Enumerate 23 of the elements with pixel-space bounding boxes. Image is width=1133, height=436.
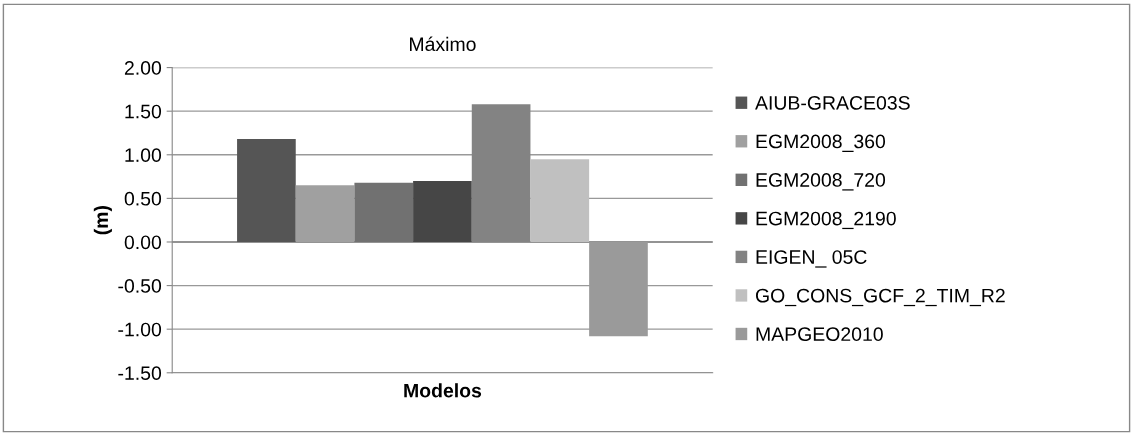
y-tick-label: 0.00 [124,235,162,250]
bar [237,139,296,242]
legend-label: EGM2008_2190 [756,211,896,230]
y-tick-label: 1.00 [125,148,162,163]
legend-label: MAPGEO2010 [756,327,883,342]
bar [354,182,414,242]
legend-label: AIUB-GRACE03S [755,96,910,110]
y-tick-label: -1.50 [118,366,162,381]
x-axis-title: Modelos [404,383,482,398]
y-tick-label: 2.00 [124,61,162,75]
y-axis-title: (m) [93,206,112,235]
legend-label: GO_CONS_GCF_2_TIM_R2 [755,288,1005,307]
legend-label: EGM2008_720 [756,173,886,191]
bar [413,180,472,242]
y-tick-label: 1.50 [125,104,162,119]
bar [530,159,590,242]
y-tick-label: -0.50 [118,279,162,293]
y-tick-label: 0.50 [124,191,162,206]
bar [295,185,355,242]
y-tick-label: -1.00 [118,322,162,337]
legend-label: EGM2008_360 [756,134,886,152]
legend-label: EIGEN_ 05C [756,250,867,268]
chart-title: Máximo [410,36,476,52]
